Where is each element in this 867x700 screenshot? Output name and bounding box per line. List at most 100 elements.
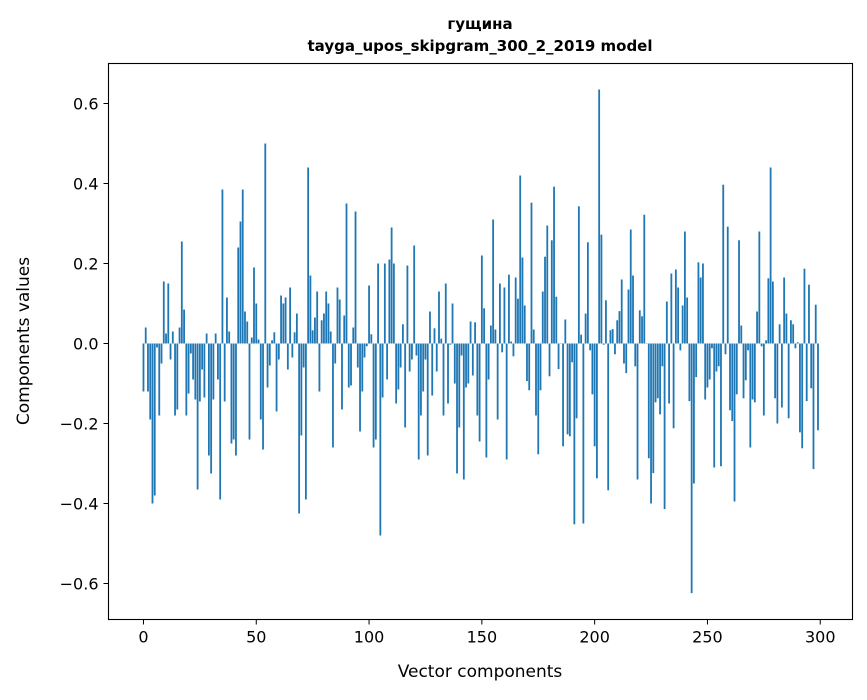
- x-axis-label: Vector components: [398, 662, 563, 682]
- bar-92: [350, 344, 352, 386]
- chart-title: гущина: [447, 15, 512, 33]
- bar-154: [490, 326, 492, 344]
- bar-192: [576, 344, 578, 419]
- bar-217: [632, 276, 634, 344]
- bar-142: [463, 344, 465, 480]
- bar-31: [212, 344, 214, 400]
- bar-24: [197, 344, 199, 490]
- bar-68: [296, 314, 298, 344]
- bar-205: [605, 300, 607, 343]
- bar-12: [170, 344, 172, 360]
- bar-201: [596, 344, 598, 479]
- bar-156: [494, 330, 496, 344]
- bar-147: [474, 322, 476, 343]
- bar-237: [677, 288, 679, 344]
- bar-57: [271, 340, 273, 343]
- bar-244: [693, 344, 695, 484]
- bar-122: [418, 344, 420, 460]
- bar-215: [628, 290, 630, 344]
- bar-170: [526, 344, 528, 382]
- bar-176: [540, 344, 542, 391]
- bar-71: [303, 344, 305, 368]
- bar-190: [571, 344, 573, 363]
- bar-282: [779, 324, 781, 343]
- bar-106: [382, 344, 384, 398]
- bar-252: [711, 344, 713, 349]
- bar-129: [434, 328, 436, 343]
- bar-200: [594, 344, 596, 447]
- bar-29: [208, 344, 210, 456]
- bar-287: [790, 320, 792, 343]
- bar-107: [384, 264, 386, 344]
- bar-93: [352, 328, 354, 344]
- bar-25: [199, 344, 201, 402]
- bar-196: [585, 314, 587, 344]
- bar-6: [156, 344, 158, 348]
- bar-35: [222, 190, 224, 344]
- bar-89: [343, 316, 345, 344]
- x-tick-label: 250: [692, 628, 723, 647]
- bar-231: [664, 344, 666, 510]
- bar-7: [158, 344, 160, 416]
- y-tick-label: −0.6: [60, 575, 99, 594]
- bar-16: [179, 328, 181, 344]
- bar-1: [145, 328, 147, 344]
- bar-260: [729, 344, 731, 411]
- bar-8: [161, 344, 163, 364]
- bar-218: [634, 344, 636, 367]
- bar-58: [273, 332, 275, 343]
- x-tick-label: 300: [805, 628, 836, 647]
- bar-77: [316, 292, 318, 344]
- y-tick-label: 0.2: [73, 255, 98, 274]
- bar-178: [544, 257, 546, 344]
- bar-236: [675, 270, 677, 344]
- bars-group: [143, 90, 819, 594]
- bar-263: [736, 344, 738, 395]
- bar-165: [515, 278, 517, 344]
- x-tick-label: 100: [354, 628, 385, 647]
- bar-152: [485, 344, 487, 458]
- bar-274: [761, 344, 763, 347]
- y-tick-label: 0.4: [73, 175, 98, 194]
- bar-251: [709, 344, 711, 380]
- bar-88: [341, 344, 343, 410]
- bar-189: [569, 344, 571, 437]
- bar-158: [499, 284, 501, 344]
- bar-19: [185, 344, 187, 416]
- bar-266: [743, 344, 745, 399]
- bar-259: [727, 227, 729, 344]
- bar-105: [379, 344, 381, 536]
- bar-38: [228, 332, 230, 344]
- bar-91: [348, 344, 350, 388]
- bar-277: [767, 278, 769, 343]
- bar-184: [558, 344, 560, 370]
- bar-209: [614, 344, 616, 355]
- bar-76: [314, 318, 316, 344]
- bar-179: [546, 226, 548, 344]
- bar-174: [535, 344, 537, 416]
- bar-87: [339, 300, 341, 344]
- bar-283: [781, 344, 783, 408]
- bar-222: [643, 215, 645, 344]
- bar-99: [366, 344, 368, 347]
- bar-249: [704, 344, 706, 400]
- bar-123: [420, 344, 422, 416]
- bar-110: [391, 228, 393, 344]
- bar-197: [587, 242, 589, 343]
- bar-203: [601, 235, 603, 344]
- bar-208: [612, 329, 614, 343]
- bar-54: [264, 144, 266, 344]
- bar-39: [231, 344, 233, 444]
- bar-136: [449, 344, 451, 345]
- bar-26: [201, 344, 203, 370]
- bar-49: [253, 268, 255, 344]
- bar-169: [524, 306, 526, 344]
- bar-272: [756, 312, 758, 344]
- bar-297: [813, 344, 815, 470]
- bar-168: [522, 258, 524, 344]
- bar-149: [479, 344, 481, 442]
- bar-4: [152, 344, 154, 504]
- bar-50: [255, 304, 257, 344]
- bar-258: [725, 344, 727, 355]
